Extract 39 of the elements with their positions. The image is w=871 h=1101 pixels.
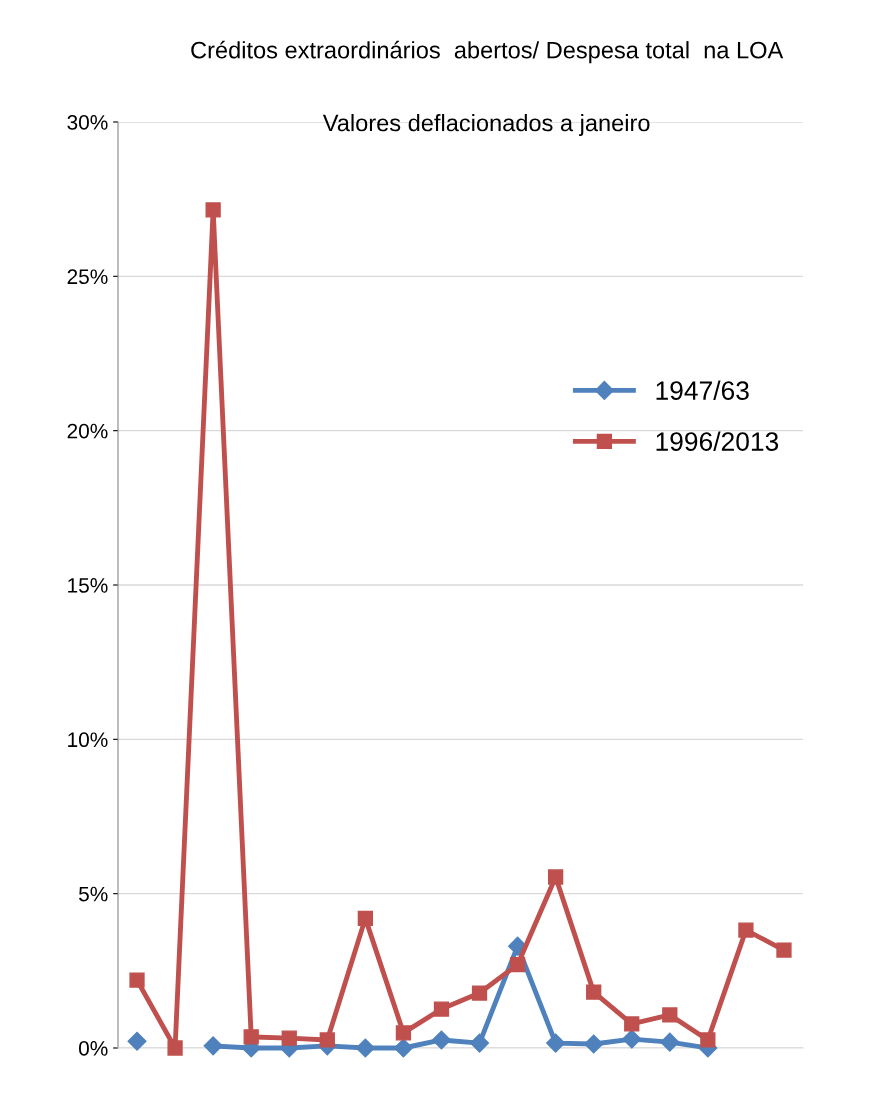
y-tick-label: 5% <box>79 886 108 902</box>
point <box>355 1038 375 1058</box>
point <box>546 1033 566 1053</box>
point <box>547 869 564 885</box>
point <box>433 1001 450 1017</box>
point <box>776 942 792 958</box>
point <box>281 1030 297 1046</box>
point <box>319 1032 335 1048</box>
y-tick-label: 30% <box>67 115 108 130</box>
point <box>357 910 374 926</box>
point <box>127 1031 147 1051</box>
point <box>586 984 602 1000</box>
point <box>395 1025 412 1041</box>
chart-title: Créditos extraordinários abertos/ Despesa total na LOA <box>191 40 784 64</box>
point <box>167 1040 183 1056</box>
point <box>129 972 145 988</box>
legend-label: 1996/2013 <box>656 431 779 451</box>
point <box>205 202 221 218</box>
point <box>738 922 754 938</box>
point <box>700 1032 716 1048</box>
point <box>622 1029 642 1049</box>
legend-label: 1947/63 <box>656 380 749 400</box>
y-tick-label: 15% <box>68 578 108 593</box>
point <box>393 1038 413 1058</box>
point <box>469 1033 490 1053</box>
point <box>471 985 488 1001</box>
chart-subtitle: Valores deflacionados a janeiro <box>322 114 650 137</box>
y-tick-label: 20% <box>67 423 108 439</box>
point <box>203 1036 223 1056</box>
point <box>624 1016 640 1032</box>
point <box>509 957 526 973</box>
point <box>243 1029 259 1045</box>
point <box>662 1007 678 1023</box>
y-tick-label: 0% <box>78 1041 108 1056</box>
y-tick-label: 10% <box>68 732 108 748</box>
y-tick-label: 25% <box>67 269 108 285</box>
point <box>584 1034 604 1054</box>
point <box>660 1032 680 1052</box>
point <box>431 1030 452 1050</box>
